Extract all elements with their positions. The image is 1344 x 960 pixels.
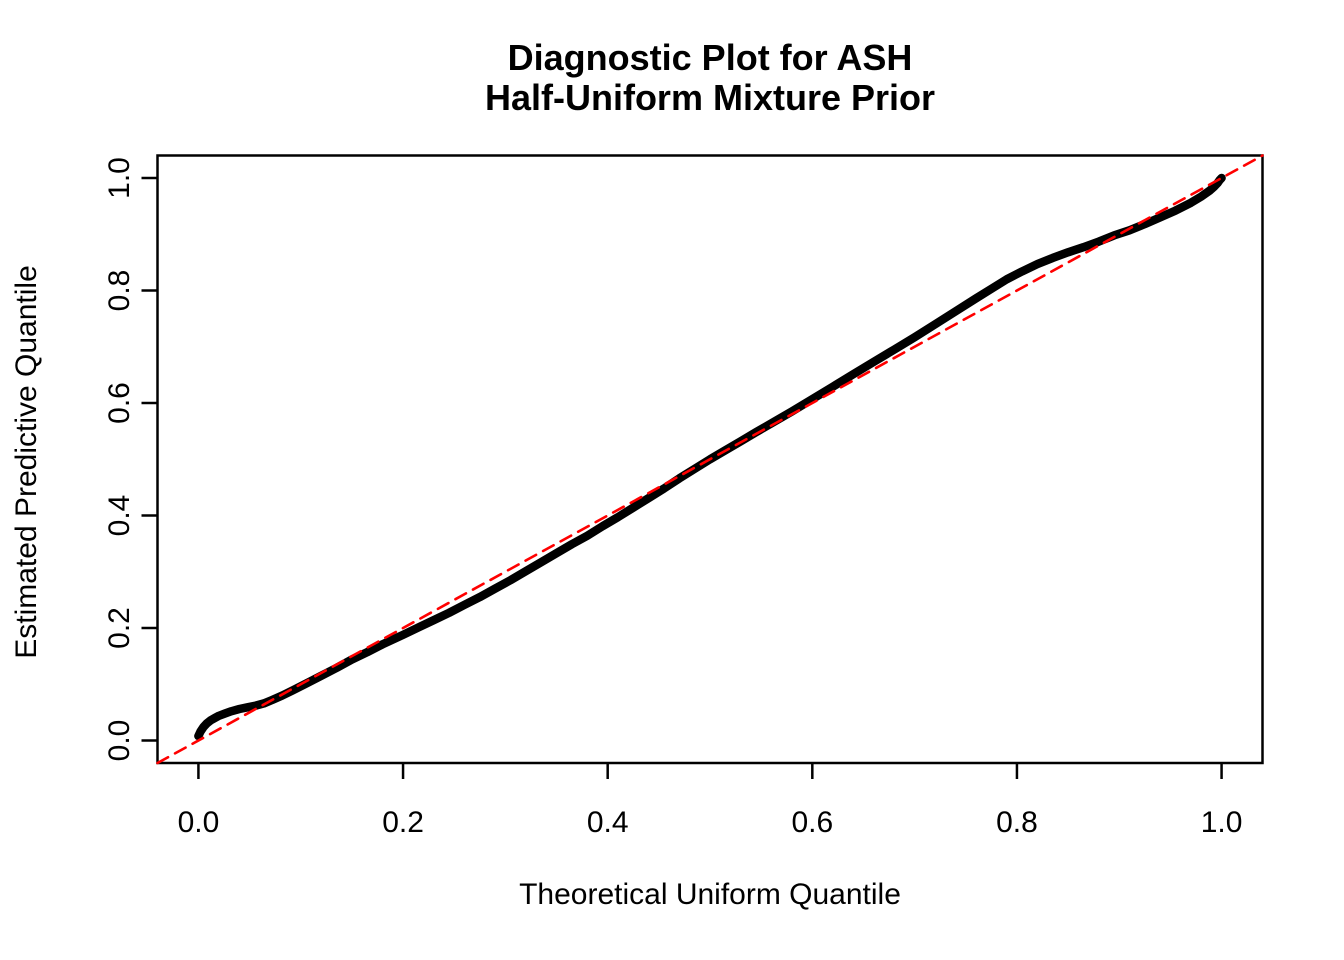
y-axis-tick-label: 0.4 bbox=[103, 495, 136, 537]
x-axis-tick-label: 0.2 bbox=[382, 806, 424, 839]
x-axis-tick-label: 0.8 bbox=[996, 806, 1038, 839]
x-axis-tick-label: 0.6 bbox=[791, 806, 833, 839]
plot-box bbox=[156, 154, 1264, 765]
x-axis-tick-label: 0.0 bbox=[178, 806, 220, 839]
x-axis-tick-label: 0.4 bbox=[587, 806, 629, 839]
x-axis-tick-label: 1.0 bbox=[1201, 806, 1243, 839]
y-axis-tick-label: 0.0 bbox=[103, 720, 136, 762]
chart-title: Diagnostic Plot for ASH Half-Uniform Mix… bbox=[157, 38, 1263, 118]
y-axis-tick-label: 0.2 bbox=[103, 607, 136, 649]
y-axis-tick-label: 0.8 bbox=[103, 270, 136, 312]
chart-title-line-2: Half-Uniform Mixture Prior bbox=[484, 77, 936, 118]
x-axis-title: Theoretical Uniform Quantile bbox=[519, 878, 901, 911]
chart-title-line-1: Diagnostic Plot for ASH bbox=[507, 37, 913, 78]
y-axis-tick-label: 0.6 bbox=[103, 382, 136, 424]
y-axis-tick-label: 1.0 bbox=[103, 157, 136, 199]
identity-reference-line bbox=[156, 154, 1264, 765]
